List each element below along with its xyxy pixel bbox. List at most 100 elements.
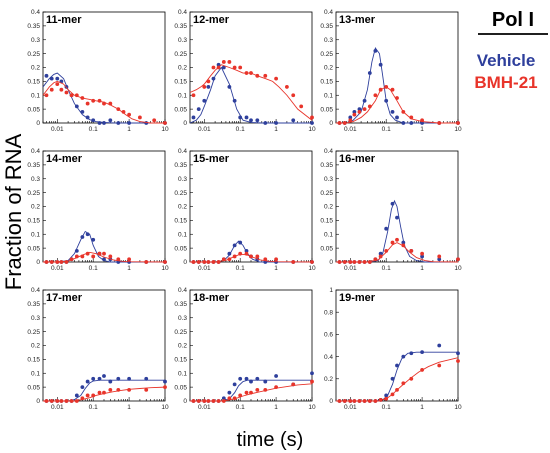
data-point-bmh-21 [102, 101, 106, 106]
y-tick-label: 0.3 [178, 315, 187, 322]
plot-frame [42, 150, 166, 263]
data-point-vehicle [85, 379, 90, 384]
data-point-bmh-21 [249, 71, 253, 75]
data-point-vehicle [108, 379, 113, 384]
data-point-vehicle [378, 62, 383, 67]
x-tick-label: 0.01 [198, 404, 211, 411]
panel-14-mer: 0 0.05 0.1 0.15 0.2 0.25 0.3 0.35 0.4 0.01 0.1 1 10 1… [27, 148, 169, 272]
data-point-bmh-21 [59, 399, 64, 403]
data-point-bmh-21 [337, 121, 342, 125]
data-point-bmh-21 [348, 399, 353, 403]
y-tick-label: 0.8 [324, 309, 333, 316]
data-point-bmh-21 [64, 90, 69, 95]
x-tick-label: 1 [274, 404, 278, 411]
panel-13-mer: 0 0.05 0.1 0.15 0.2 0.25 0.3 0.35 0.4 0.01 0.1 1 10 1… [320, 9, 462, 133]
data-point-bmh-21 [59, 87, 64, 92]
data-point-bmh-21 [108, 388, 113, 392]
y-tick-label: 0 [36, 259, 40, 266]
data-point-bmh-21 [299, 104, 304, 109]
data-point-bmh-21 [211, 65, 216, 70]
data-point-vehicle [232, 98, 237, 103]
y-tick-label: 0.4 [31, 287, 40, 294]
x-tick-label: 0.01 [51, 404, 64, 411]
data-point-vehicle [49, 76, 54, 81]
fit-curve-vehicle [190, 240, 312, 263]
y-tick-label: 0.15 [174, 79, 187, 86]
data-point-bmh-21 [191, 399, 196, 403]
y-tick-label: 0.35 [174, 23, 187, 30]
x-tick-label: 0.1 [236, 404, 245, 411]
data-point-bmh-21 [49, 260, 54, 264]
data-point-bmh-21 [274, 76, 278, 81]
y-tick-label: 0.15 [27, 357, 40, 364]
y-tick-label: 0.3 [31, 315, 40, 322]
data-point-vehicle [102, 121, 106, 125]
plot-frame [42, 289, 166, 402]
data-point-vehicle [44, 73, 49, 78]
fit-curve-bmh-21 [190, 383, 313, 402]
data-point-bmh-21 [437, 363, 442, 368]
x-tick-label: 0.01 [51, 126, 64, 133]
data-point-bmh-21 [357, 399, 362, 403]
data-point-bmh-21 [116, 388, 121, 392]
data-point-bmh-21 [232, 65, 237, 70]
data-point-bmh-21 [337, 260, 342, 264]
y-tick-label: 0.4 [31, 148, 40, 155]
data-point-bmh-21 [91, 98, 96, 103]
data-point-vehicle [238, 115, 243, 120]
data-point-bmh-21 [390, 392, 395, 397]
data-point-bmh-21 [274, 257, 278, 262]
data-point-bmh-21 [80, 96, 85, 100]
data-point-bmh-21 [378, 397, 383, 402]
y-tick-label: 0.1 [178, 370, 187, 377]
data-point-vehicle [191, 115, 196, 120]
data-point-bmh-21 [44, 260, 49, 264]
y-tick-label: 0 [329, 398, 333, 405]
panel-18-mer: 0 0.05 0.1 0.15 0.2 0.25 0.3 0.35 0.4 0.01 0.1 1 10 1… [174, 287, 316, 411]
fit-curve-vehicle [189, 66, 312, 124]
x-tick-label: 0.01 [344, 265, 357, 272]
fit-curve-vehicle [336, 47, 458, 124]
data-point-bmh-21 [116, 107, 121, 112]
data-point-bmh-21 [206, 260, 211, 264]
x-tick-label: 0.01 [344, 126, 357, 133]
panel-11-mer: 0 0.05 0.1 0.15 0.2 0.25 0.3 0.35 0.4 0.01 0.1 1 10 1… [27, 9, 169, 133]
data-point-bmh-21 [352, 260, 357, 264]
data-point-bmh-21 [357, 110, 362, 114]
data-point-bmh-21 [409, 376, 414, 381]
y-tick-label: 0.2 [178, 65, 187, 72]
data-point-bmh-21 [352, 399, 357, 403]
y-tick-label: 0.15 [174, 218, 187, 225]
y-tick-label: 0.05 [174, 384, 187, 391]
y-tick-label: 0.35 [27, 301, 40, 308]
y-tick-label: 0.1 [31, 370, 40, 377]
data-point-vehicle [80, 110, 85, 114]
data-point-vehicle [97, 376, 102, 381]
data-point-bmh-21 [108, 101, 113, 106]
data-point-bmh-21 [232, 396, 237, 401]
data-point-bmh-21 [395, 237, 399, 242]
data-point-bmh-21 [367, 104, 372, 109]
data-point-bmh-21 [357, 260, 362, 264]
panel-title: 12-mer [193, 14, 230, 26]
y-tick-label: 0 [36, 120, 40, 127]
data-point-vehicle [456, 351, 460, 356]
data-point-bmh-21 [249, 254, 253, 259]
data-point-bmh-21 [373, 399, 378, 403]
data-point-vehicle [74, 393, 79, 398]
data-point-bmh-21 [196, 399, 201, 403]
x-tick-label: 1 [420, 404, 424, 411]
data-point-bmh-21 [85, 393, 90, 398]
data-point-vehicle [102, 374, 106, 378]
data-point-bmh-21 [191, 260, 196, 264]
y-tick-label: 0.3 [178, 176, 187, 183]
data-point-bmh-21 [378, 254, 383, 259]
fit-curve-vehicle [190, 379, 312, 402]
data-point-vehicle [420, 350, 424, 355]
x-tick-label: 10 [308, 404, 316, 411]
y-tick-label: 0.2 [31, 343, 40, 350]
y-tick-label: 0.2 [324, 204, 333, 211]
data-point-vehicle [310, 121, 314, 125]
data-point-bmh-21 [291, 260, 296, 264]
x-tick-label: 10 [161, 404, 169, 411]
